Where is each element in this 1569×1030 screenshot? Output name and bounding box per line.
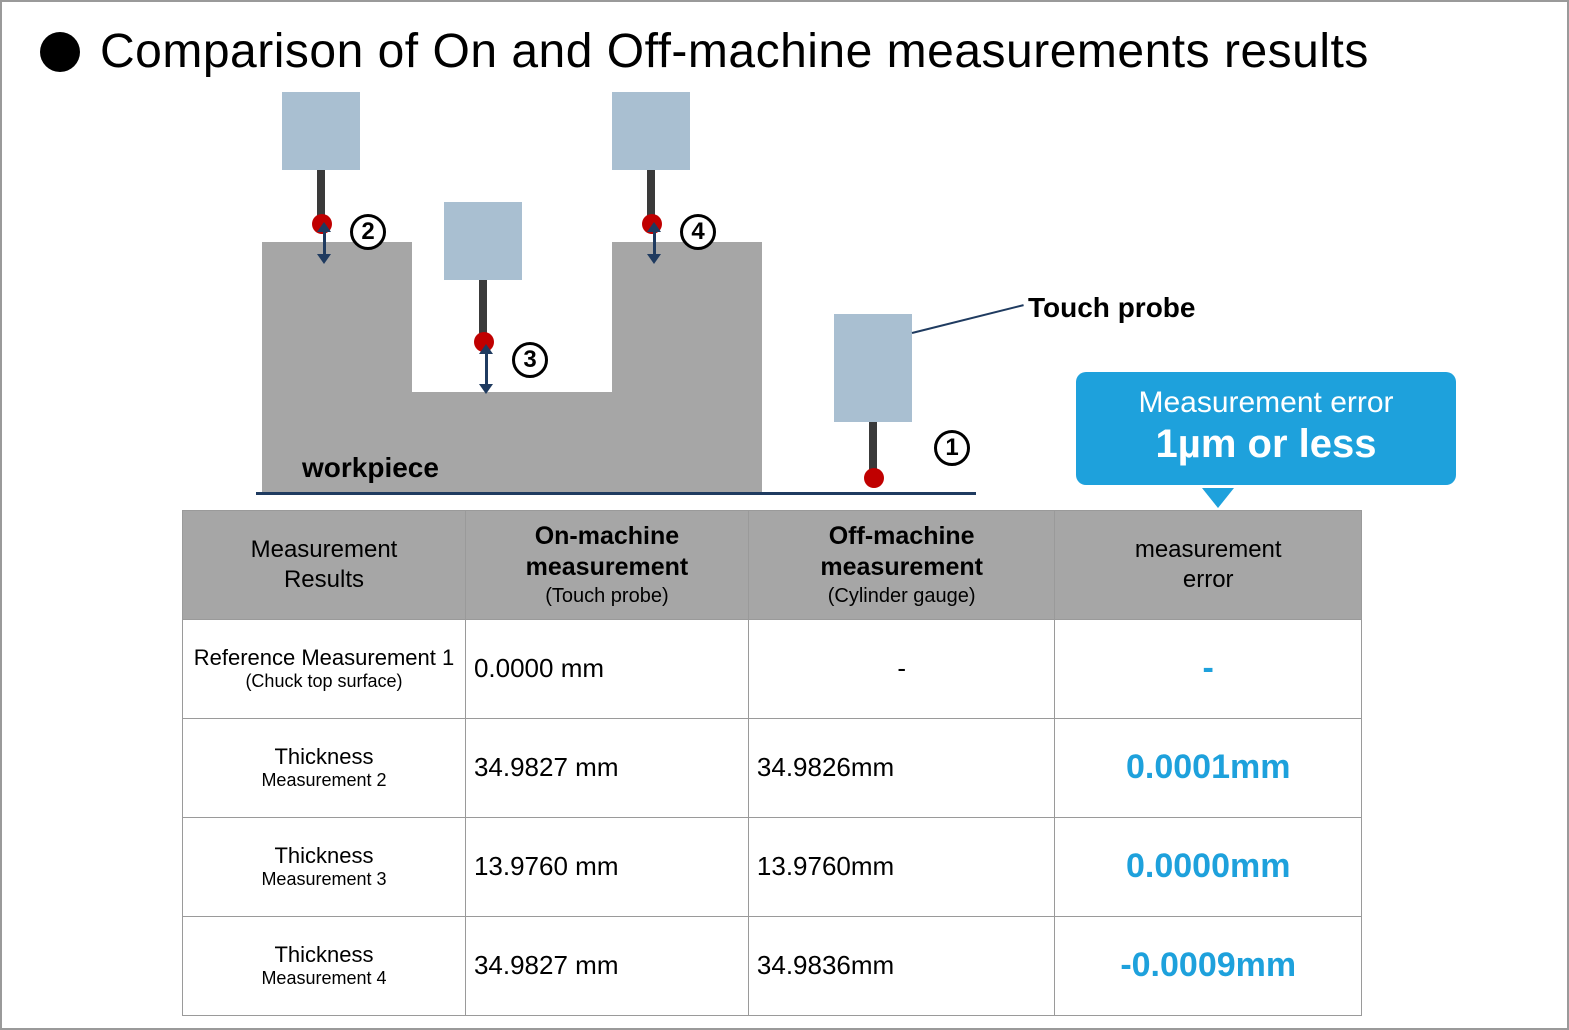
point-badge: 3 — [512, 342, 548, 378]
point-badge: 4 — [680, 214, 716, 250]
table-row: ThicknessMeasurement 434.9827 mm34.9836m… — [183, 916, 1362, 1015]
callout-line1: Measurement error — [1102, 386, 1430, 420]
row-label: ThicknessMeasurement 2 — [183, 718, 466, 817]
off-machine-value: 34.9836mm — [748, 916, 1055, 1015]
col-header-1: On-machine measurement (Touch probe) — [465, 511, 748, 620]
probe-head — [834, 314, 912, 422]
page-title: Comparison of On and Off-machine measure… — [100, 24, 1369, 79]
probe-stem — [647, 170, 655, 218]
baseline-line — [256, 492, 976, 495]
probe-head — [612, 92, 690, 170]
workpiece-label: workpiece — [302, 452, 439, 484]
point-badge: 1 — [934, 430, 970, 466]
table-row: Reference Measurement 1(Chuck top surfac… — [183, 619, 1362, 718]
double-arrow-icon — [646, 222, 662, 264]
row-label: ThicknessMeasurement 4 — [183, 916, 466, 1015]
error-value: 0.0000mm — [1055, 817, 1362, 916]
col-header-3: measurement error — [1055, 511, 1362, 620]
point-badge: 2 — [350, 214, 386, 250]
probe-stem — [317, 170, 325, 218]
probe-stem — [869, 422, 877, 472]
on-machine-value: 13.9760 mm — [465, 817, 748, 916]
leader-line — [912, 304, 1024, 334]
double-arrow-icon — [316, 222, 332, 264]
table-body: Reference Measurement 1(Chuck top surfac… — [183, 619, 1362, 1015]
col-header-0: Measurement Results — [183, 511, 466, 620]
error-callout: Measurement error 1µm or less — [1076, 372, 1456, 485]
table-row: ThicknessMeasurement 234.9827 mm34.9826m… — [183, 718, 1362, 817]
col-header-2: Off-machine measurement (Cylinder gauge) — [748, 511, 1055, 620]
results-table: Measurement Results On-machine measureme… — [182, 510, 1362, 1016]
off-machine-value: 13.9760mm — [748, 817, 1055, 916]
off-machine-value: - — [748, 619, 1055, 718]
table-header-row: Measurement Results On-machine measureme… — [183, 511, 1362, 620]
probe-stem — [479, 280, 487, 336]
page-frame: Comparison of On and Off-machine measure… — [0, 0, 1569, 1030]
error-value: - — [1055, 619, 1362, 718]
bullet-icon — [40, 32, 80, 72]
on-machine-value: 34.9827 mm — [465, 718, 748, 817]
results-table-wrap: Measurement Results On-machine measureme… — [182, 510, 1362, 1016]
error-value: 0.0001mm — [1055, 718, 1362, 817]
on-machine-value: 34.9827 mm — [465, 916, 748, 1015]
table-row: ThicknessMeasurement 313.9760 mm13.9760m… — [183, 817, 1362, 916]
probe-head — [282, 92, 360, 170]
double-arrow-icon — [478, 344, 494, 394]
probe-head — [444, 202, 522, 280]
probe-tip-icon — [864, 468, 884, 488]
off-machine-value: 34.9826mm — [748, 718, 1055, 817]
row-label: ThicknessMeasurement 3 — [183, 817, 466, 916]
error-value: -0.0009mm — [1055, 916, 1362, 1015]
on-machine-value: 0.0000 mm — [465, 619, 748, 718]
callout-line2: 1µm or less — [1102, 422, 1430, 467]
title-row: Comparison of On and Off-machine measure… — [2, 2, 1567, 79]
touch-probe-label: Touch probe — [1028, 292, 1195, 324]
callout-tail-icon — [1202, 488, 1234, 508]
row-label: Reference Measurement 1(Chuck top surfac… — [183, 619, 466, 718]
